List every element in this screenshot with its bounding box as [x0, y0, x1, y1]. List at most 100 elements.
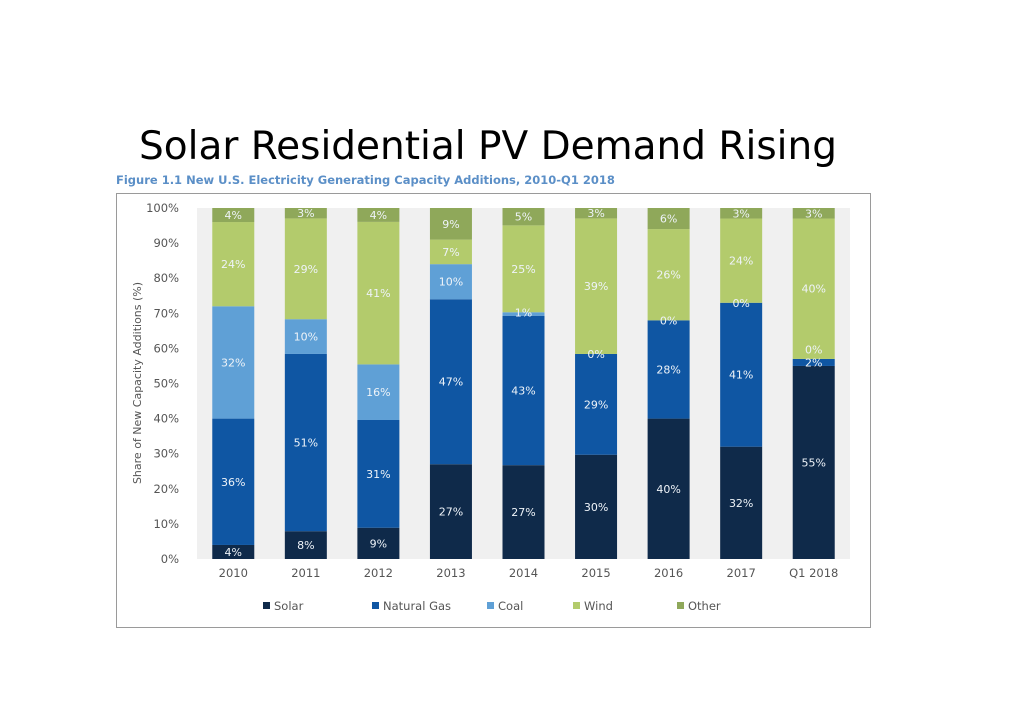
- legend-swatch: [372, 602, 379, 609]
- bar-segment-other: [429, 208, 472, 240]
- data-label: 0%: [587, 348, 604, 361]
- data-label: 41%: [729, 369, 753, 382]
- data-label: 29%: [294, 263, 318, 276]
- bar-segment-natural-gas: [792, 358, 835, 366]
- bar-segment-natural-gas: [647, 320, 690, 419]
- y-tick-label: 20%: [153, 482, 179, 496]
- data-label: 4%: [225, 546, 242, 559]
- data-label: 24%: [221, 258, 245, 271]
- data-label: 47%: [439, 376, 463, 389]
- data-label: 55%: [801, 456, 825, 469]
- data-label: 30%: [584, 501, 608, 514]
- bar-segment-solar: [429, 464, 472, 559]
- bar-segment-solar: [212, 544, 255, 559]
- legend-label: Coal: [498, 599, 523, 613]
- data-label: 29%: [584, 398, 608, 411]
- bar-segment-natural-gas: [502, 315, 545, 466]
- data-label: 4%: [370, 209, 387, 222]
- data-label: 3%: [732, 207, 749, 220]
- data-label: 1%: [515, 306, 532, 319]
- data-label: 27%: [511, 506, 535, 519]
- bar-segment-other: [792, 208, 835, 219]
- y-tick-label: 90%: [153, 236, 179, 250]
- data-label: 10%: [439, 276, 463, 289]
- bar-segment-coal: [212, 306, 255, 419]
- data-label: 16%: [366, 386, 390, 399]
- data-label: 36%: [221, 476, 245, 489]
- bar-segment-other: [502, 208, 545, 226]
- data-label: 41%: [366, 287, 390, 300]
- data-label: 9%: [370, 537, 387, 550]
- bar-segment-coal: [502, 312, 545, 316]
- bar-segment-other: [284, 208, 327, 219]
- bar-segment-natural-gas: [357, 419, 400, 528]
- data-label: 32%: [221, 356, 245, 369]
- data-label: 51%: [294, 437, 318, 450]
- data-label: 4%: [225, 209, 242, 222]
- y-tick-label: 0%: [161, 552, 179, 566]
- bar-segment-solar: [720, 446, 763, 559]
- x-tick-label: Q1 2018: [789, 566, 838, 580]
- data-label: 3%: [297, 207, 314, 220]
- bar-segment-coal: [284, 319, 327, 354]
- data-label: 26%: [656, 269, 680, 282]
- legend-label: Solar: [274, 599, 304, 613]
- bar-segment-wind: [284, 218, 327, 320]
- bar-segment-wind: [575, 218, 618, 354]
- page-title: Solar Residential PV Demand Rising: [139, 124, 837, 169]
- data-label: 0%: [660, 314, 677, 327]
- x-tick-label: 2010: [219, 566, 248, 580]
- bar-segment-natural-gas: [284, 353, 327, 532]
- data-label: 32%: [729, 497, 753, 510]
- y-tick-label: 50%: [153, 377, 179, 391]
- y-tick-label: 100%: [146, 201, 179, 215]
- bar-segment-wind: [212, 222, 255, 307]
- data-label: 39%: [584, 280, 608, 293]
- data-label: 0%: [805, 343, 822, 356]
- bar-segment-solar: [647, 418, 690, 559]
- chart-title: Figure 1.1 New U.S. Electricity Generati…: [116, 173, 615, 187]
- bar-segment-coal: [357, 364, 400, 420]
- legend-swatch: [573, 602, 580, 609]
- legend-label: Other: [688, 599, 721, 613]
- chart-frame: [116, 193, 871, 628]
- bar-segment-solar: [502, 465, 545, 559]
- bar-segment-other: [720, 208, 763, 219]
- legend-swatch: [263, 602, 270, 609]
- data-label: 43%: [511, 384, 535, 397]
- data-label: 10%: [294, 331, 318, 344]
- x-tick-label: 2016: [654, 566, 683, 580]
- bar-segment-solar: [792, 365, 835, 559]
- data-label: 24%: [729, 255, 753, 268]
- bar-segment-solar: [284, 531, 327, 559]
- bar-segment-wind: [502, 225, 545, 313]
- bar-segment-wind: [792, 218, 835, 359]
- data-label: 0%: [732, 297, 749, 310]
- y-tick-label: 10%: [153, 517, 179, 531]
- data-label: 40%: [801, 283, 825, 296]
- legend-swatch: [677, 602, 684, 609]
- y-tick-label: 80%: [153, 271, 179, 285]
- y-tick-label: 70%: [153, 306, 179, 320]
- bar-segment-solar: [357, 527, 400, 559]
- y-axis-label: Share of New Capacity Additions (%): [131, 282, 144, 484]
- data-label: 5%: [515, 211, 532, 224]
- y-tick-label: 30%: [153, 447, 179, 461]
- bar-segment-solar: [575, 454, 618, 559]
- bar-segment-natural-gas: [575, 353, 618, 455]
- legend-swatch: [487, 602, 494, 609]
- data-label: 8%: [297, 539, 314, 552]
- data-label: 27%: [439, 506, 463, 519]
- bar-segment-natural-gas: [429, 299, 472, 465]
- data-label: 7%: [442, 246, 459, 259]
- data-label: 40%: [656, 483, 680, 496]
- bar-segment-other: [357, 208, 400, 222]
- bar-segment-other: [212, 208, 255, 223]
- bar-segment-other: [647, 208, 690, 230]
- data-label: 3%: [805, 207, 822, 220]
- x-tick-label: 2017: [727, 566, 756, 580]
- y-tick-label: 60%: [153, 341, 179, 355]
- bar-segment-natural-gas: [720, 302, 763, 447]
- data-label: 2%: [805, 356, 822, 369]
